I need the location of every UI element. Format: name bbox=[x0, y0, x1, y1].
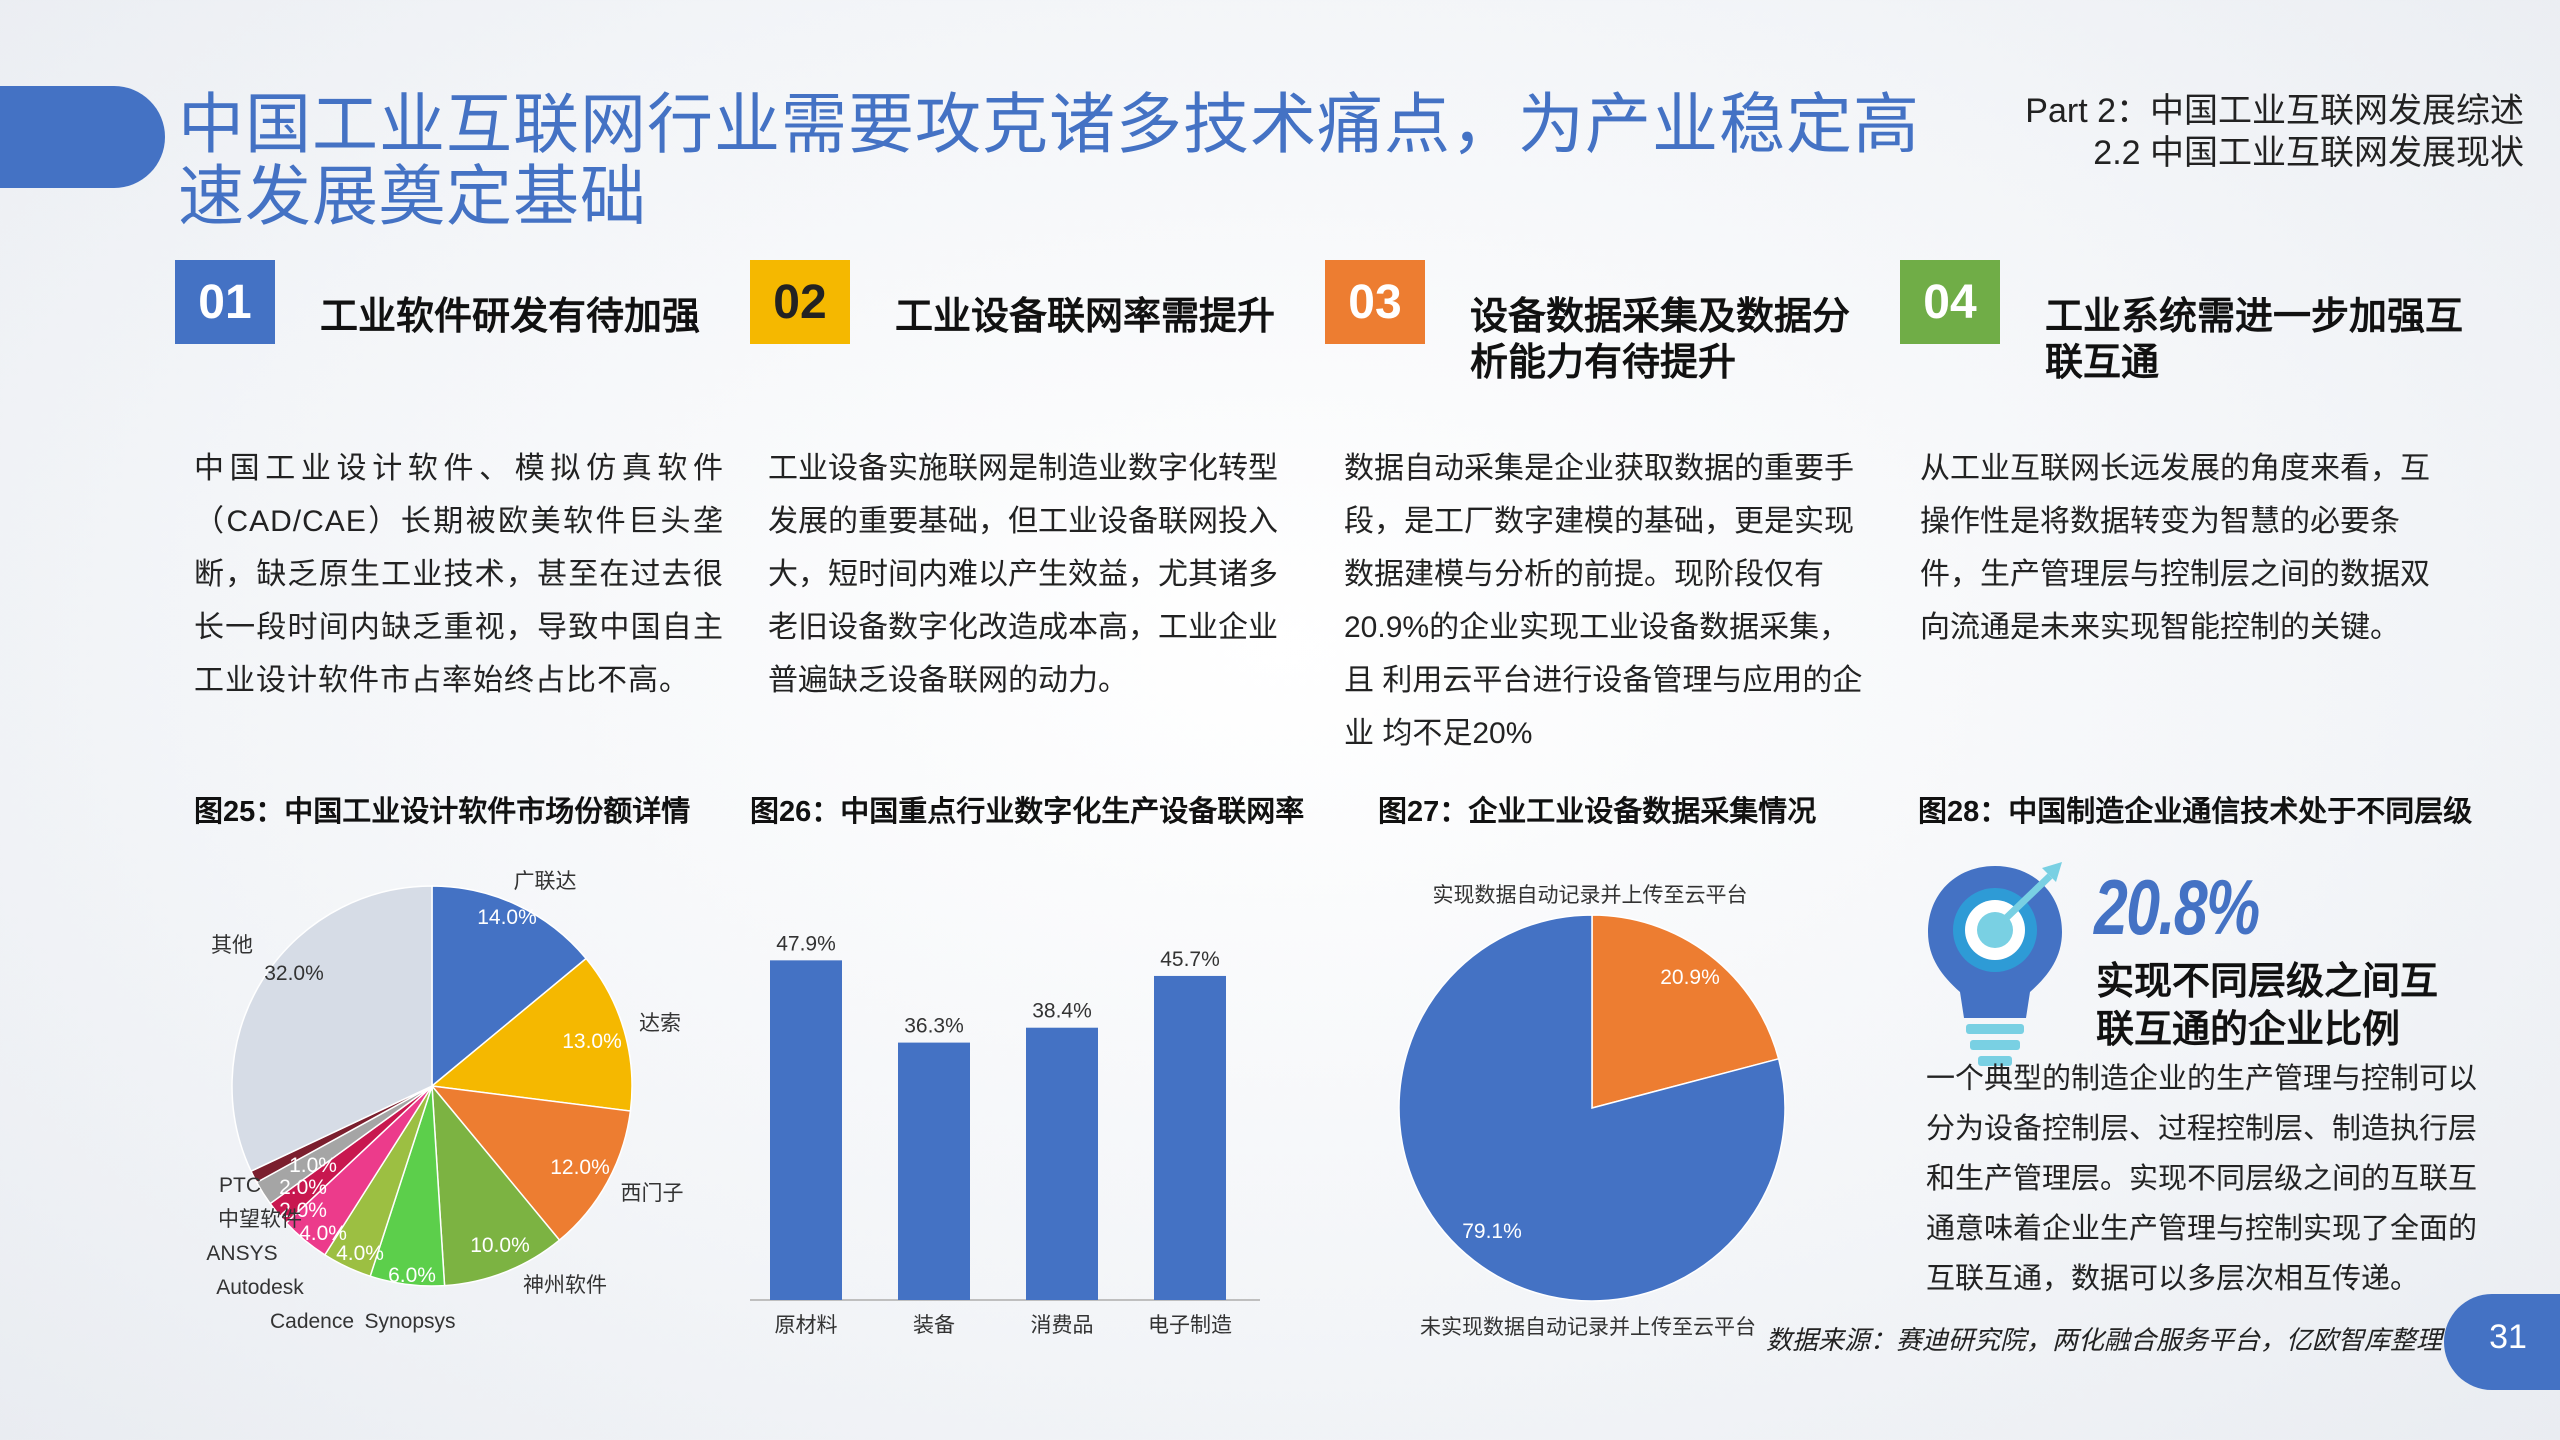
fig26-title: 图26：中国重点行业数字化生产设备联网率 bbox=[750, 796, 1305, 828]
pie-slice bbox=[431, 885, 588, 1088]
pie-slice-label: Autodesk bbox=[216, 1276, 304, 1299]
pie-value-label: 13.0% bbox=[562, 1030, 622, 1053]
bar-value-label: 45.7% bbox=[1160, 948, 1220, 971]
bar-category-label: 原材料 bbox=[775, 1314, 838, 1337]
bar bbox=[898, 1042, 970, 1300]
section-indicator: Part 2：中国工业互联网发展综述 2.2 中国工业互联网发展现状 bbox=[2025, 90, 2524, 174]
pie-slice-label: 广联达 bbox=[514, 870, 577, 893]
pie-value-label: 1.0% bbox=[289, 1154, 337, 1177]
fig28-percent: 20.8% bbox=[2094, 863, 2260, 951]
fig25-pie-chart: 14.0% 广联达 13.0% 达索 12.0% 西门子 10.0% 神州软件 6.0% Syno… bbox=[206, 870, 684, 1333]
bar-value-label: 47.9% bbox=[776, 932, 836, 955]
section-part: Part 2：中国工业互联网发展综述 bbox=[2025, 92, 2524, 130]
fig27-pie-chart: 20.9% 实现数据自动记录并上传至云平台 79.1% 未实现数据自动记录并上传至云平… bbox=[1398, 884, 1786, 1339]
column-3-number: 03 bbox=[1325, 260, 1425, 344]
column-3-title: 设备数据采集及数据分析能力有待提升 bbox=[1470, 296, 1851, 384]
page-number: 31 bbox=[2489, 1318, 2527, 1356]
pie-slice-label: 实现数据自动记录并上传至云平台 bbox=[1433, 884, 1748, 907]
pie-slice-label: 神州软件 bbox=[523, 1274, 607, 1297]
column-2-title: 工业设备联网率需提升 bbox=[895, 296, 1276, 338]
pie-value-label: 4.0% bbox=[299, 1222, 347, 1245]
page-title: 中国工业互联网行业需要攻克诸多技术痛点，为产业稳定高速发展奠定基础 bbox=[178, 87, 1920, 233]
pie-slice-label: 中望软件 bbox=[218, 1208, 302, 1231]
pie-value-label: 4.0% bbox=[336, 1242, 384, 1265]
fig28-title: 图28：中国制造企业通信技术处于不同层级 bbox=[1918, 796, 2473, 828]
column-1-number: 01 bbox=[175, 260, 275, 344]
pie-value-label: 12.0% bbox=[550, 1156, 610, 1179]
fig27-title: 图27：企业工业设备数据采集情况 bbox=[1378, 796, 1817, 828]
pie-value-label: 20.9% bbox=[1660, 966, 1720, 989]
bar bbox=[1154, 975, 1226, 1300]
pie-value-label: 79.1% bbox=[1462, 1220, 1522, 1243]
pie-value-label: 32.0% bbox=[264, 962, 324, 985]
column-3-text: 数据自动采集是企业获取数据的重要手段，是工厂数字建模的基础，更是实现数据建模与分… bbox=[1344, 452, 1863, 750]
pie-value-label: 14.0% bbox=[477, 906, 537, 929]
pie-value-label: 6.0% bbox=[388, 1264, 436, 1287]
column-2-text: 工业设备实施联网是制造业数字化转型发展的重要基础，但工业设备联网投入大，短时间内… bbox=[768, 452, 1278, 697]
pie-slice-label: PTC bbox=[219, 1174, 261, 1197]
pie-value-label: 2.0% bbox=[279, 1199, 327, 1222]
fig28-subtitle: 实现不同层级之间互 联互通的企业比例 bbox=[2096, 958, 2438, 1054]
pie-slice bbox=[1591, 914, 1780, 1109]
pie-slice-label: 未实现数据自动记录并上传至云平台 bbox=[1420, 1316, 1756, 1339]
bar-category-label: 消费品 bbox=[1031, 1314, 1094, 1337]
fig28-subtitle-line2: 联互通的企业比例 bbox=[2096, 1009, 2401, 1051]
pie-slice bbox=[1398, 914, 1786, 1302]
pie-slice-label: Synopsys bbox=[364, 1310, 455, 1333]
pie-slice-label: 西门子 bbox=[621, 1182, 684, 1205]
pie-slice bbox=[430, 1085, 632, 1242]
bar bbox=[770, 960, 842, 1300]
fig25-title: 图25：中国工业设计软件市场份额详情 bbox=[194, 796, 691, 828]
pie-slice bbox=[431, 1083, 561, 1287]
column-4-text: 从工业互联网长远发展的角度来看，互操作性是将数据转变为智慧的必要条件，生产管理层… bbox=[1920, 452, 2430, 644]
column-4-title: 工业系统需进一步加强互联互通 bbox=[2045, 296, 2464, 384]
column-2-number: 02 bbox=[750, 260, 850, 344]
lightbulb-target-icon bbox=[1928, 862, 2062, 1066]
page-number-tab bbox=[2444, 1294, 2560, 1390]
column-1-text: 中国工业设计软件、模拟仿真软件（CAD/CAE）长期被欧美软件巨头垄断，缺乏原生… bbox=[194, 452, 724, 697]
bar-value-label: 36.3% bbox=[904, 1015, 964, 1038]
left-accent-tab bbox=[0, 86, 165, 188]
pie-value-label: 10.0% bbox=[470, 1234, 530, 1257]
bar-category-label: 电子制造 bbox=[1148, 1314, 1232, 1337]
bar bbox=[1026, 1027, 1098, 1300]
pie-slice-label: ANSYS bbox=[206, 1242, 277, 1265]
fig26-bar-chart: 47.9% 原材料 36.3% 装备 38.4% 消费品 45.7% 电子制造 bbox=[750, 932, 1260, 1337]
pie-slice-label: 达索 bbox=[639, 1012, 681, 1035]
fig28-text: 一个典型的制造企业的生产管理与控制可以分为设备控制层、过程控制层、制造执行层和生… bbox=[1926, 1063, 2478, 1295]
pie-slice bbox=[231, 885, 433, 1173]
pie-slice-label: Cadence bbox=[270, 1310, 354, 1333]
fig28-subtitle-line1: 实现不同层级之间互 bbox=[2096, 961, 2439, 1003]
pie-slice bbox=[430, 957, 633, 1112]
bar-value-label: 38.4% bbox=[1032, 1000, 1092, 1023]
column-4-number: 04 bbox=[1900, 260, 2000, 344]
bar-category-label: 装备 bbox=[913, 1314, 955, 1337]
data-source-note: 数据来源：赛迪研究院，两化融合服务平台，亿欧智库整理 bbox=[1766, 1325, 2443, 1355]
pie-value-label: 2.0% bbox=[279, 1176, 327, 1199]
column-1-title: 工业软件研发有待加强 bbox=[320, 296, 701, 338]
pie-slice-label: 其他 bbox=[211, 934, 253, 957]
section-sub: 2.2 中国工业互联网发展现状 bbox=[2093, 134, 2524, 172]
